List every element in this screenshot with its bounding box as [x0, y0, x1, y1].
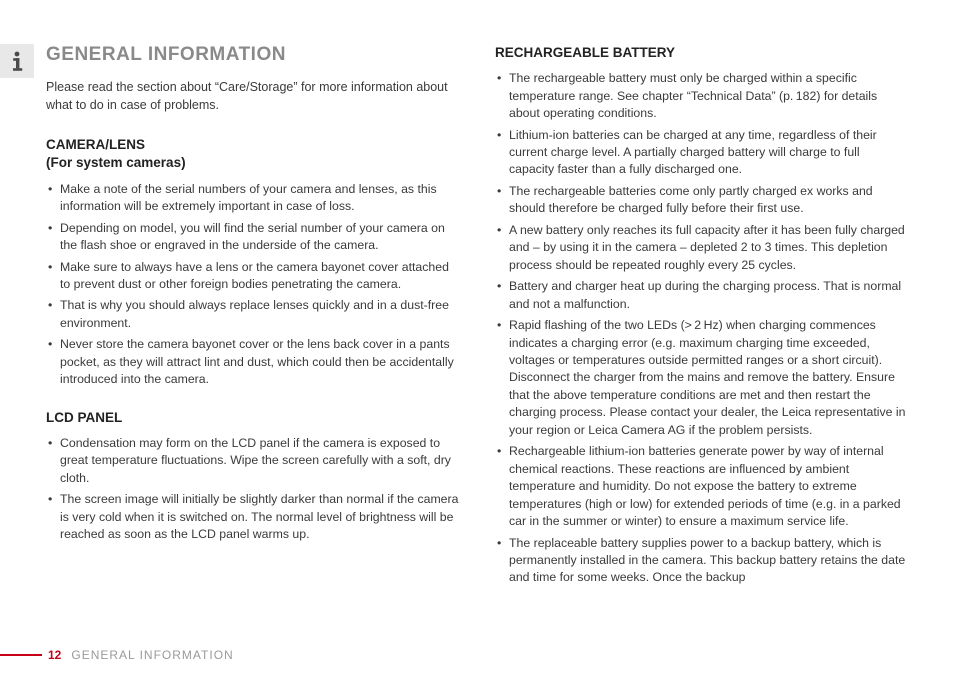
- left-column: GENERAL INFORMATION Please read the sect…: [46, 44, 459, 634]
- battery-list: The rechargeable battery must only be ch…: [495, 70, 908, 587]
- info-badge: [0, 44, 34, 78]
- section-heading-lcd: LCD PANEL: [46, 409, 459, 427]
- list-item: Never store the camera bayonet cover or …: [46, 336, 459, 388]
- section-heading-battery: RECHARGEABLE BATTERY: [495, 44, 908, 62]
- list-item: Make sure to always have a lens or the c…: [46, 259, 459, 294]
- lcd-list: Condensation may form on the LCD panel i…: [46, 435, 459, 544]
- list-item: The replaceable battery supplies power t…: [495, 535, 908, 587]
- camera-list: Make a note of the serial numbers of you…: [46, 181, 459, 389]
- list-item: Depending on model, you will find the se…: [46, 220, 459, 255]
- footer-accent-bar: [0, 654, 42, 656]
- list-item: A new battery only reaches its full capa…: [495, 222, 908, 274]
- list-item: Battery and charger heat up during the c…: [495, 278, 908, 313]
- manual-page: GENERAL INFORMATION Please read the sect…: [0, 0, 954, 686]
- info-icon: [8, 51, 26, 71]
- page-number: 12: [48, 648, 61, 662]
- footer-title: GENERAL INFORMATION: [71, 648, 233, 662]
- list-item: Rapid flashing of the two LEDs (> 2 Hz) …: [495, 317, 908, 439]
- list-item: Rechargeable lithium-ion batteries gener…: [495, 443, 908, 530]
- list-item: Make a note of the serial numbers of you…: [46, 181, 459, 216]
- list-item: Condensation may form on the LCD panel i…: [46, 435, 459, 487]
- list-item: Lithium-ion batteries can be charged at …: [495, 127, 908, 179]
- list-item: The screen image will initially be sligh…: [46, 491, 459, 543]
- content-columns: GENERAL INFORMATION Please read the sect…: [46, 44, 908, 634]
- list-item: The rechargeable battery must only be ch…: [495, 70, 908, 122]
- list-item: The rechargeable batteries come only par…: [495, 183, 908, 218]
- section-heading-camera: CAMERA/LENS (For system cameras): [46, 136, 459, 172]
- intro-text: Please read the section about “Care/Stor…: [46, 78, 459, 114]
- right-column: RECHARGEABLE BATTERY The rechargeable ba…: [495, 44, 908, 634]
- list-item: That is why you should always replace le…: [46, 297, 459, 332]
- page-footer: 12 GENERAL INFORMATION: [0, 648, 234, 662]
- page-title: GENERAL INFORMATION: [46, 44, 459, 66]
